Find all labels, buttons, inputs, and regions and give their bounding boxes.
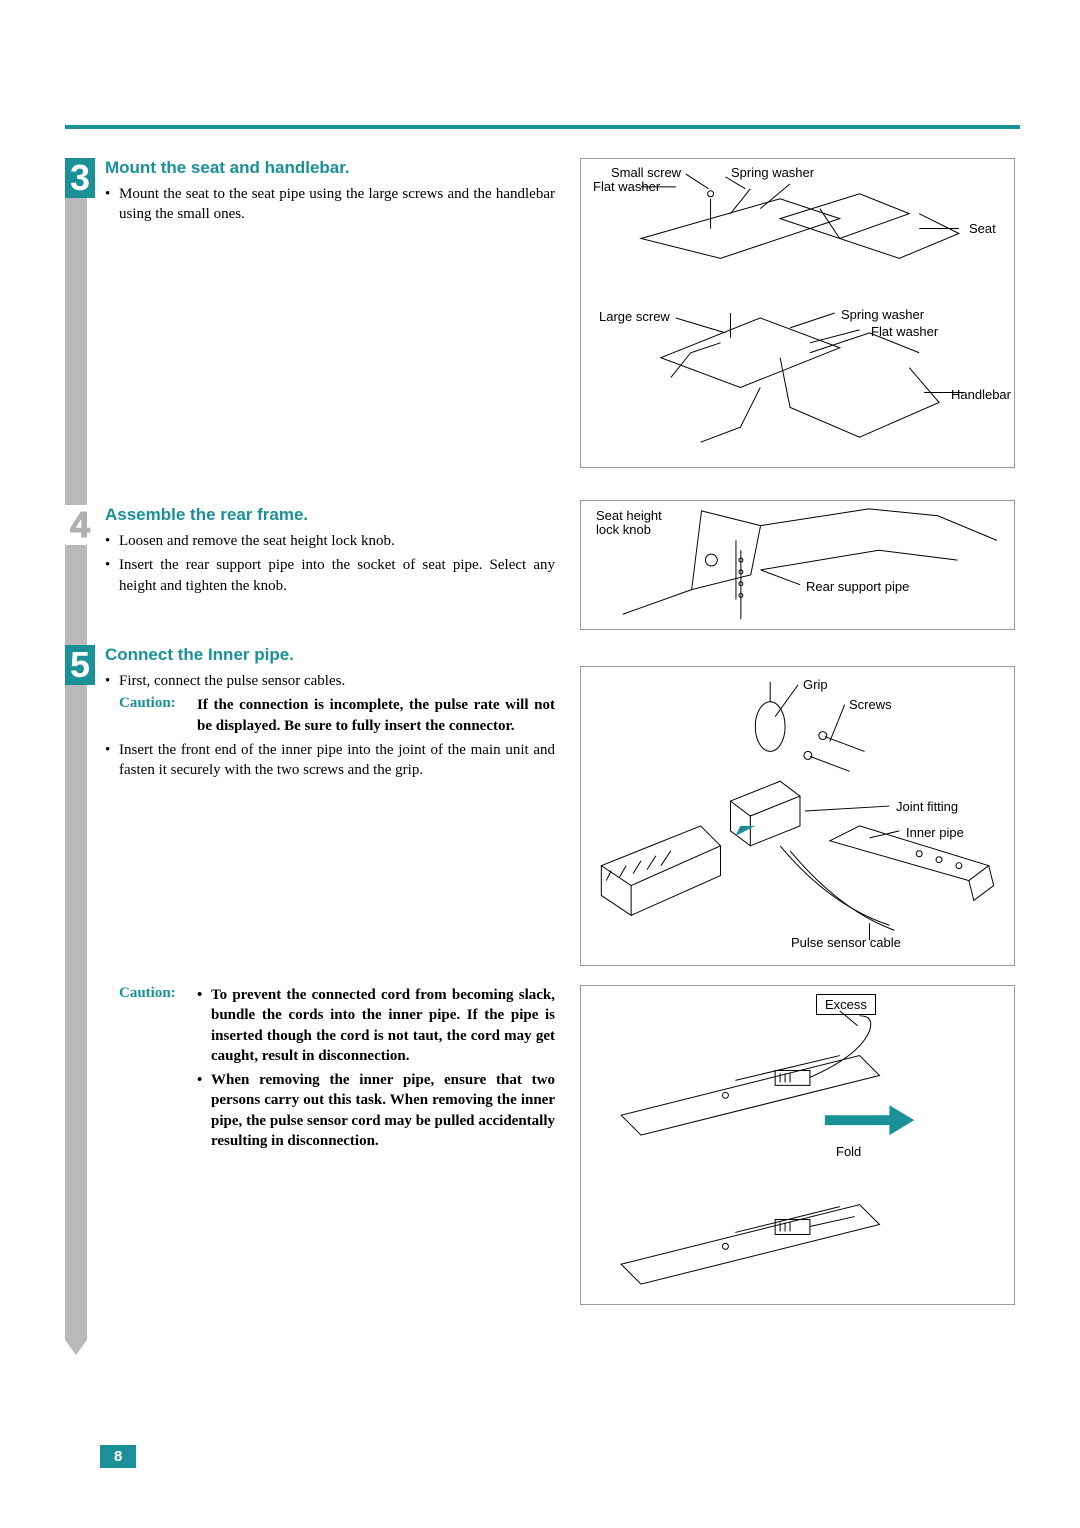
figure-cord-fold: Excess Fold: [580, 985, 1015, 1305]
label-fold: Fold: [836, 1144, 861, 1159]
step-5-caution: Caution: If the connection is incomplete…: [119, 695, 555, 736]
step-3-number: 3: [65, 158, 95, 198]
label-flat-washer-2: Flat washer: [871, 324, 938, 339]
label-grip: Grip: [803, 677, 828, 692]
step-5-bullet-2: • Insert the front end of the inner pipe…: [105, 740, 555, 781]
label-spring-washer-2: Spring washer: [841, 307, 924, 322]
label-pulse-sensor-cable: Pulse sensor cable: [791, 935, 901, 950]
step-4-bullet-2: • Insert the rear support pipe into the …: [105, 555, 555, 596]
caution-item-1: • To prevent the connected cord from bec…: [197, 985, 555, 1066]
top-accent-bar: [65, 125, 1020, 129]
label-screws: Screws: [849, 697, 892, 712]
sidebar-arrow: [65, 160, 87, 1340]
step-4-content: Assemble the rear frame. • Loosen and re…: [105, 505, 555, 600]
label-small-screw: Small screw: [611, 165, 681, 180]
step-3-title: Mount the seat and handlebar.: [105, 158, 555, 178]
step-3-bullet: • Mount the seat to the seat pipe using …: [105, 184, 555, 225]
step-5-bullet-1: • First, connect the pulse sensor cables…: [105, 671, 555, 691]
label-rear-support-pipe: Rear support pipe: [806, 579, 909, 594]
label-excess: Excess: [816, 994, 876, 1015]
label-flat-washer-1: Flat washer: [593, 179, 660, 194]
label-joint-fitting: Joint fitting: [896, 799, 958, 814]
step-4-number: 4: [65, 505, 95, 545]
step-4-title: Assemble the rear frame.: [105, 505, 555, 525]
figure-inner-pipe: Grip Screws Joint fitting Inner pipe Pul…: [580, 666, 1015, 966]
label-handlebar: Handlebar: [951, 387, 1011, 402]
label-seat: Seat: [969, 221, 996, 236]
caution-item-2: • When removing the inner pipe, ensure t…: [197, 1070, 555, 1151]
page-number: 8: [100, 1445, 136, 1468]
label-seat-height-lock-knob: Seat height lock knob: [596, 509, 671, 538]
step-5-number: 5: [65, 645, 95, 685]
figure-rear-frame: Seat height lock knob Rear support pipe: [580, 500, 1015, 630]
step-5-content: Connect the Inner pipe. • First, connect…: [105, 645, 555, 784]
caution-label: Caution:: [119, 985, 197, 1155]
label-spring-washer-1: Spring washer: [731, 165, 814, 180]
label-inner-pipe: Inner pipe: [906, 825, 964, 840]
lower-caution-block: Caution: • To prevent the connected cord…: [105, 985, 555, 1155]
step-3-content: Mount the seat and handlebar. • Mount th…: [105, 158, 555, 229]
step-5-title: Connect the Inner pipe.: [105, 645, 555, 665]
step-4-bullet-1: • Loosen and remove the seat height lock…: [105, 531, 555, 551]
label-large-screw: Large screw: [599, 309, 670, 324]
figure-seat-handlebar: Small screw Flat washer Spring washer Se…: [580, 158, 1015, 468]
